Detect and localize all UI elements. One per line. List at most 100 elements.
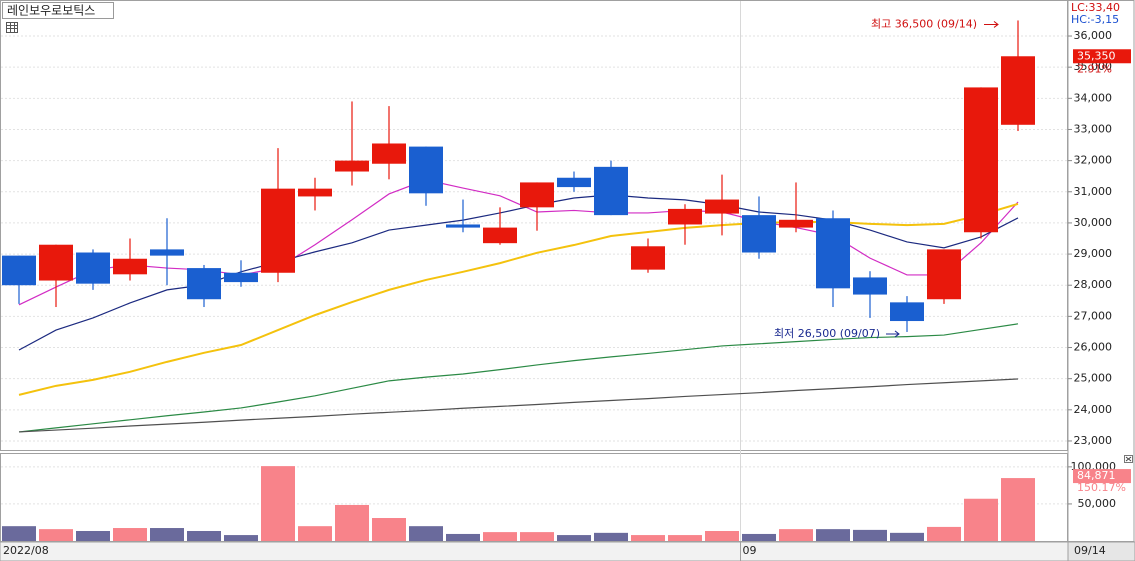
volume-bar xyxy=(853,529,887,541)
candle-body xyxy=(927,249,961,300)
candle-body xyxy=(779,219,813,228)
volume-bar xyxy=(520,532,554,541)
lc-label: LC:33,40 xyxy=(1071,1,1120,14)
y-tick-label: 33,000 xyxy=(1074,122,1113,135)
moving-average xyxy=(18,202,1019,396)
volume-bar xyxy=(557,535,591,541)
candle-body xyxy=(853,277,887,295)
volume-bar xyxy=(113,528,147,541)
y-tick-label: 24,000 xyxy=(1074,403,1113,416)
last-price-label: 35,350 xyxy=(1077,49,1116,62)
change-label: 2.91% xyxy=(1077,62,1112,75)
close-icon[interactable] xyxy=(1124,455,1133,463)
candle-body xyxy=(76,252,110,284)
candle-body xyxy=(2,255,36,286)
candle-body xyxy=(964,87,998,233)
volume-bar xyxy=(668,535,702,541)
y-tick-label: 25,000 xyxy=(1074,372,1113,385)
candle-body xyxy=(335,160,369,172)
hc-label: HC:-3,15 xyxy=(1071,13,1119,26)
chart-title: 레인보우로보틱스 xyxy=(7,4,95,18)
low-arrow xyxy=(886,330,900,338)
volume-bar xyxy=(261,466,295,541)
candle-body xyxy=(261,188,295,273)
volume-bar xyxy=(150,528,184,541)
volume-bar xyxy=(298,526,332,541)
grid-icon[interactable] xyxy=(6,22,18,33)
x-cursor-label: 09/14 xyxy=(1074,544,1106,557)
low-annotation: 최저 26,500 (09/07) xyxy=(774,327,880,340)
y-tick-label: 23,000 xyxy=(1074,434,1113,447)
y-tick-label: 34,000 xyxy=(1074,91,1113,104)
candle-body xyxy=(409,146,443,194)
volume-bar xyxy=(39,529,73,541)
candle-body xyxy=(520,182,554,208)
x-tick-label: 2022/08 xyxy=(3,544,49,557)
x-tick-label: 09 xyxy=(743,544,757,557)
volume-pane xyxy=(0,453,1068,542)
candle-body xyxy=(446,224,480,228)
moving-average xyxy=(18,323,1019,433)
volume-bar xyxy=(964,498,998,541)
candle-body xyxy=(1001,56,1035,125)
high-arrow xyxy=(984,21,999,28)
candle-body xyxy=(187,268,221,300)
y-tick-label: 36,000 xyxy=(1074,29,1113,42)
volume-bar xyxy=(742,533,776,541)
volume-bar xyxy=(594,532,628,541)
candle-body xyxy=(224,272,258,283)
volume-bar xyxy=(927,526,961,541)
candle-body xyxy=(557,177,591,188)
volume-change-label: 150.17% xyxy=(1077,481,1126,494)
y-tick-label: 32,000 xyxy=(1074,154,1113,167)
high-annotation: 최고 36,500 (09/14) xyxy=(871,17,977,30)
candle-body xyxy=(150,249,184,256)
last-price-box xyxy=(1073,49,1131,64)
y-tick-label: 28,000 xyxy=(1074,278,1113,291)
volume-bar xyxy=(187,530,221,541)
y-tick-label: 31,000 xyxy=(1074,185,1113,198)
x-axis xyxy=(0,541,1135,561)
candle-body xyxy=(668,208,702,225)
volume-bar xyxy=(76,530,110,541)
y-tick-label: 50,000 xyxy=(1078,497,1117,510)
moving-average xyxy=(18,378,1019,433)
date-box xyxy=(1067,541,1135,561)
candle-body xyxy=(890,302,924,322)
candle-body xyxy=(816,218,850,289)
last-volume-label: 84,871 xyxy=(1077,469,1116,482)
candle-body xyxy=(594,166,628,216)
candle-body xyxy=(298,188,332,197)
y-tick-label: 35,000 xyxy=(1074,60,1113,73)
y-tick-label: 29,000 xyxy=(1074,247,1113,260)
candle-body xyxy=(742,215,776,253)
candle-body xyxy=(113,258,147,275)
volume-bar xyxy=(372,518,406,541)
candle-body xyxy=(705,199,739,214)
right-axis xyxy=(1067,0,1135,542)
y-tick-label: 27,000 xyxy=(1074,309,1113,322)
volume-bar xyxy=(2,526,36,541)
volume-bar xyxy=(1001,478,1035,541)
volume-bar xyxy=(890,532,924,541)
candle-body xyxy=(483,227,517,244)
moving-average xyxy=(18,194,1019,351)
title-box xyxy=(2,2,114,19)
volume-bar xyxy=(631,535,665,541)
candle-body xyxy=(39,244,73,281)
y-tick-label: 26,000 xyxy=(1074,341,1113,354)
volume-bar xyxy=(224,535,258,541)
moving-average xyxy=(18,179,1019,306)
volume-bar xyxy=(409,526,443,541)
volume-bar xyxy=(705,530,739,541)
volume-bar xyxy=(335,504,369,541)
candle-body xyxy=(631,246,665,270)
volume-bar xyxy=(779,529,813,541)
volume-bar xyxy=(816,529,850,541)
volume-bar xyxy=(483,532,517,541)
y-tick-label: 30,000 xyxy=(1074,216,1113,229)
volume-bar xyxy=(446,533,480,541)
last-volume-box xyxy=(1073,469,1131,484)
candle-body xyxy=(372,143,406,164)
